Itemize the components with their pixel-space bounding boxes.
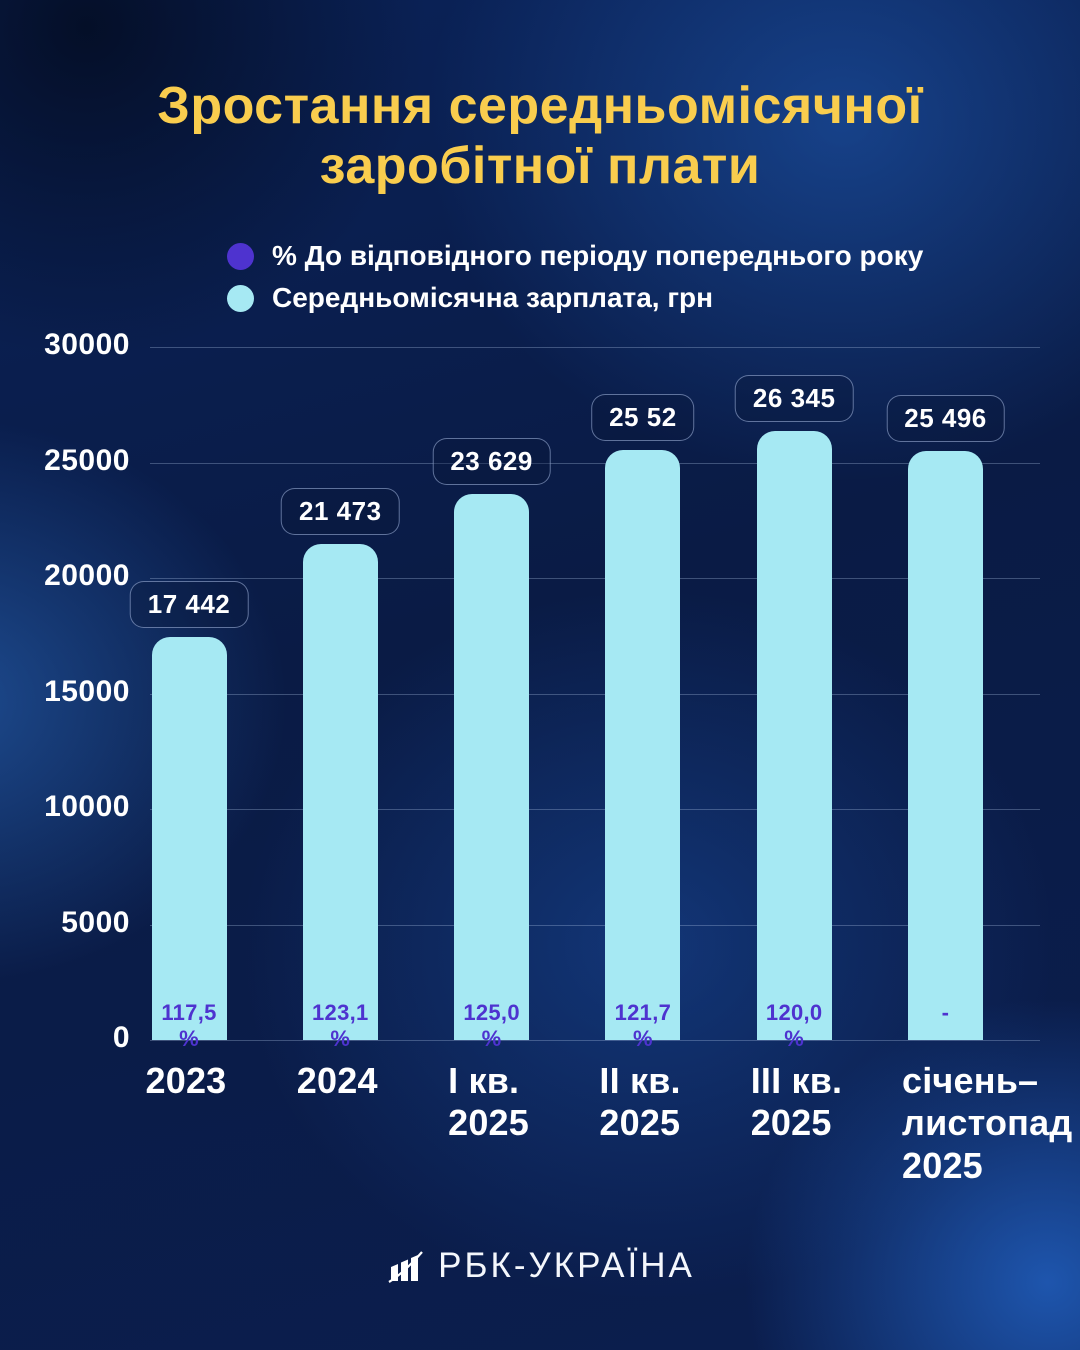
percent-label: 121,7 % <box>614 1000 672 1051</box>
page-title: Зростання середньомісячної заробітної пла… <box>0 76 1080 197</box>
gridline <box>150 578 1040 579</box>
bar <box>756 431 832 1040</box>
gridline <box>150 693 1040 695</box>
x-axis-label-line: січень– <box>902 1060 1039 1101</box>
percent-label: - <box>941 1000 950 1025</box>
gridline <box>150 347 1040 348</box>
y-tick-label: 0 <box>112 1021 130 1054</box>
y-tick-label: 15000 <box>44 674 130 708</box>
title-line-2: заробітної плати <box>319 137 761 196</box>
value-badge: 26 345 <box>734 375 854 423</box>
y-tick-label: 20000 <box>44 559 130 592</box>
bar <box>151 637 227 1040</box>
bar <box>908 451 983 1040</box>
rbc-logo-icon <box>388 1251 424 1283</box>
x-axis-label-line: ІІ кв. <box>599 1060 681 1101</box>
x-axis-label-line: 2024 <box>296 1060 378 1101</box>
x-axis-label: ІІ кв. 2025 <box>599 1060 680 1145</box>
x-axis-label-line: 2025 <box>902 1144 983 1186</box>
x-axis-label-line: І кв. <box>448 1060 520 1101</box>
x-axis-label-line: 2023 <box>145 1060 227 1101</box>
legend-label-percent: % До відповідного періоду попереднього р… <box>272 240 924 271</box>
title-line-1: Зростання середньомісячної <box>157 77 923 135</box>
legend-dot-percent-icon <box>227 242 254 270</box>
y-tick-label: 30000 <box>44 328 130 361</box>
bar <box>302 543 378 1040</box>
value-badge: 17 442 <box>129 581 249 629</box>
legend: % До відповідного періоду попереднього р… <box>227 240 923 324</box>
value-badge: 23 629 <box>432 438 551 486</box>
x-axis-label-line: ІІІ кв. <box>750 1060 843 1101</box>
x-axis-label: ІІІ кв. 2025 <box>751 1060 843 1145</box>
y-tick-label: 25000 <box>44 443 130 477</box>
value-badge: 25 496 <box>886 395 1005 443</box>
value-badge: 25 52 <box>591 394 695 442</box>
bar <box>605 450 681 1040</box>
footer-brand: РБК-УКРАЇНА <box>0 1243 1080 1289</box>
percent-label: 123,1 % <box>312 1000 369 1051</box>
y-tick-label: 5000 <box>61 905 130 939</box>
value-badge: 21 473 <box>281 487 400 535</box>
legend-item-salary: Середньомісячна зарплата, грн <box>227 282 923 314</box>
percent-label: 117,5 % <box>161 1000 217 1051</box>
x-axis-label: 2024 <box>297 1060 378 1102</box>
legend-label-salary: Середньомісячна зарплата, грн <box>272 282 714 313</box>
percent-label: 125,0 % <box>463 1000 520 1051</box>
x-axis-label: 2023 <box>146 1060 227 1102</box>
bar <box>454 494 530 1040</box>
x-axis-label-line: 2025 <box>448 1102 529 1144</box>
brand-name: РБК-УКРАЇНА <box>438 1246 695 1285</box>
gridline <box>150 809 1040 810</box>
legend-item-percent: % До відповідного періоду попереднього р… <box>227 240 923 272</box>
y-tick-label: 10000 <box>44 790 130 823</box>
x-axis-label-line: 2025 <box>750 1102 832 1144</box>
gridline <box>150 924 1040 926</box>
percent-label: 120,0 % <box>765 1000 823 1051</box>
legend-dot-salary-icon <box>227 284 254 312</box>
x-axis-label: січень– листопад 2025 <box>902 1060 1072 1187</box>
x-axis-label-line: 2025 <box>599 1102 681 1144</box>
x-axis-label: І кв. 2025 <box>448 1060 529 1145</box>
gridline <box>150 1040 1040 1041</box>
x-axis-label-line: листопад <box>902 1102 1073 1144</box>
gridline <box>150 462 1040 464</box>
